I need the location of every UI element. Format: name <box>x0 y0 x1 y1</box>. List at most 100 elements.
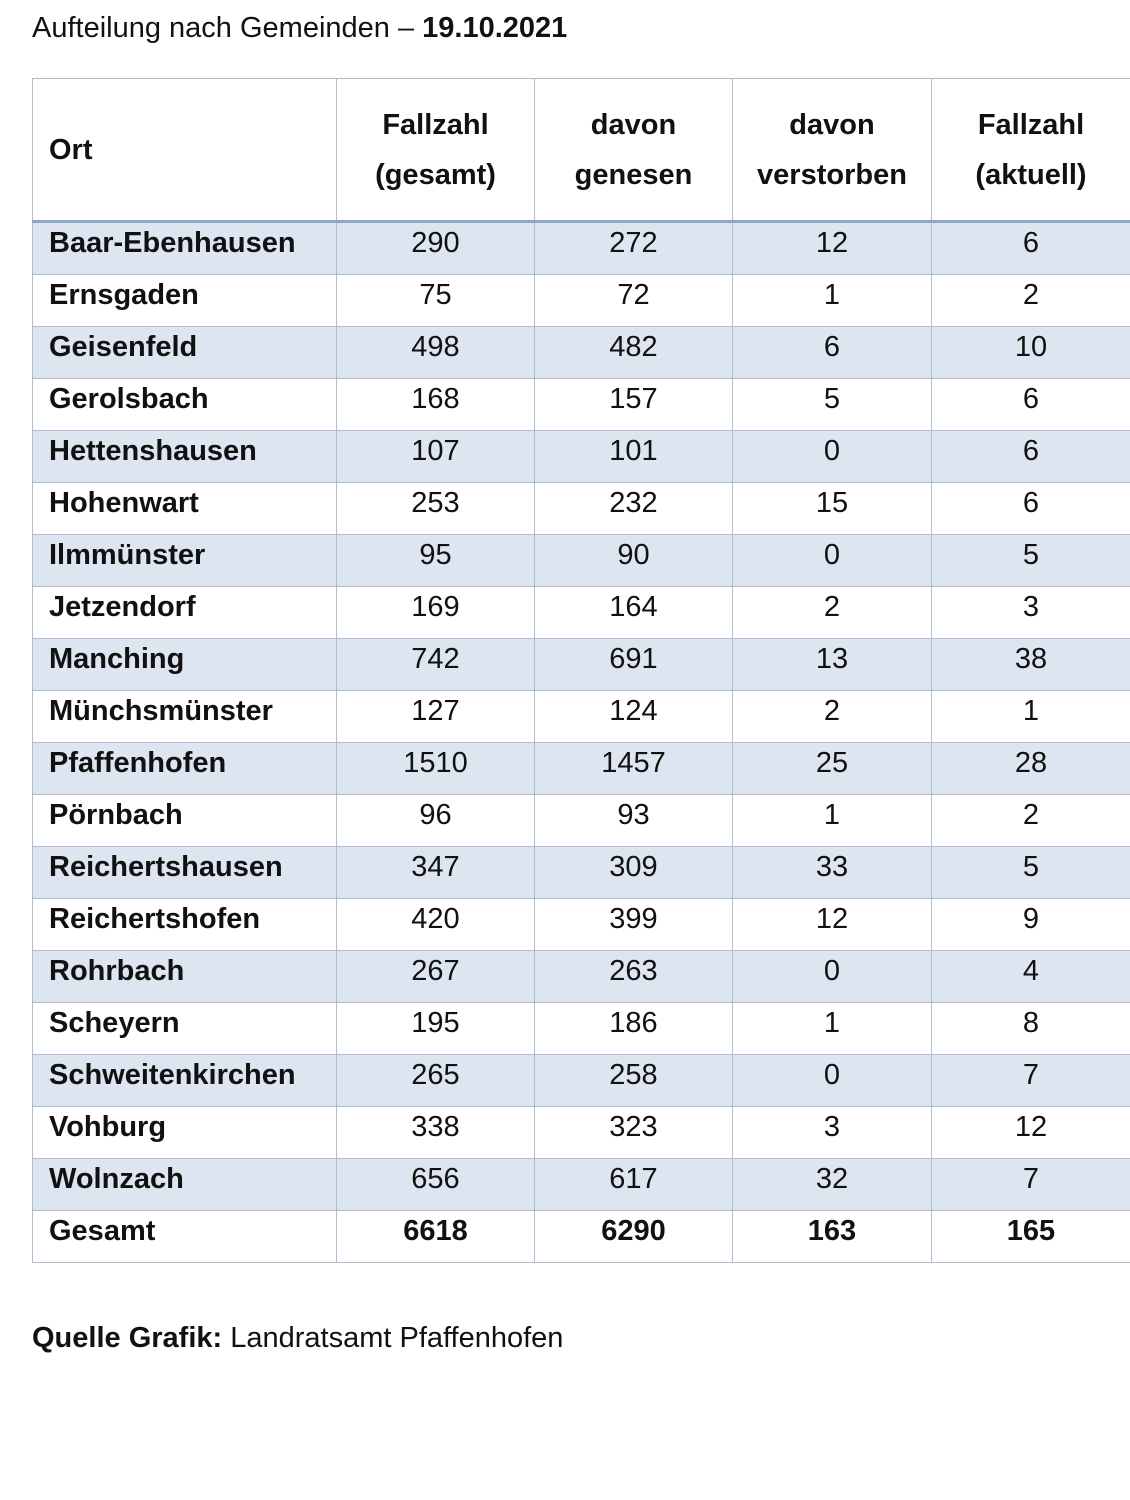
table-row: Ernsgaden 75 72 1 2 <box>32 274 1130 327</box>
cell-genesen: 232 <box>534 482 733 535</box>
cell-verstorben: 12 <box>732 221 932 275</box>
cell-fallzahl-aktuell: 2 <box>931 274 1130 327</box>
table-header-row: Ort Fallzahl (gesamt) davon genesen davon v… <box>32 78 1130 223</box>
cell-fallzahl-gesamt: 168 <box>336 378 535 431</box>
cell-ort: Scheyern <box>32 1002 337 1055</box>
cell-fallzahl-gesamt: 290 <box>336 221 535 275</box>
cell-ort: Manching <box>32 638 337 691</box>
cell-ort: Pörnbach <box>32 794 337 847</box>
cell-fallzahl-aktuell: 2 <box>931 794 1130 847</box>
table-row: Schweitenkirchen 265 258 0 7 <box>32 1054 1130 1107</box>
cell-ort: Reichertshofen <box>32 898 337 951</box>
cell-ort: Baar-Ebenhausen <box>32 221 337 275</box>
cell-verstorben: 13 <box>732 638 932 691</box>
cell-verstorben: 1 <box>732 1002 932 1055</box>
cell-ort: Hohenwart <box>32 482 337 535</box>
source-note: Quelle Grafik: Landratsamt Pfaffenhofen <box>32 1318 563 1358</box>
title-date: 19.10.2021 <box>422 12 568 44</box>
table-row: Hettenshausen 107 101 0 6 <box>32 430 1130 483</box>
cell-verstorben: 163 <box>732 1210 932 1263</box>
cell-genesen: 617 <box>534 1158 733 1211</box>
cell-fallzahl-aktuell: 4 <box>931 950 1130 1003</box>
cell-genesen: 90 <box>534 534 733 587</box>
table-row: Gerolsbach 168 157 5 6 <box>32 378 1130 431</box>
cell-fallzahl-aktuell: 5 <box>931 846 1130 899</box>
table-row: Ilmmünster 95 90 0 5 <box>32 534 1130 587</box>
cell-verstorben: 12 <box>732 898 932 951</box>
header-davon-genesen: davon genesen <box>534 78 733 223</box>
title-text: Aufteilung nach Gemeinden – <box>32 12 423 44</box>
cell-genesen: 691 <box>534 638 733 691</box>
cell-fallzahl-gesamt: 95 <box>336 534 535 587</box>
cell-ort: Geisenfeld <box>32 326 337 379</box>
cell-genesen: 309 <box>534 846 733 899</box>
header-davon-verstorben: davon verstorben <box>732 78 932 223</box>
source-label: Quelle Grafik: <box>32 1322 223 1354</box>
header-ort: Ort <box>32 78 337 223</box>
cell-verstorben: 0 <box>732 950 932 1003</box>
cell-fallzahl-aktuell: 6 <box>931 482 1130 535</box>
cell-fallzahl-gesamt: 169 <box>336 586 535 639</box>
cell-fallzahl-aktuell: 6 <box>931 378 1130 431</box>
cell-ort: Hettenshausen <box>32 430 337 483</box>
source-text: Landratsamt Pfaffenhofen <box>222 1322 564 1354</box>
cell-verstorben: 3 <box>732 1106 932 1159</box>
table-row: Pörnbach 96 93 1 2 <box>32 794 1130 847</box>
table-row: Reichertshofen 420 399 12 9 <box>32 898 1130 951</box>
cell-genesen: 6290 <box>534 1210 733 1263</box>
table-total-row: Gesamt 6618 6290 163 165 <box>32 1210 1130 1263</box>
cell-verstorben: 0 <box>732 430 932 483</box>
cell-genesen: 399 <box>534 898 733 951</box>
cell-fallzahl-aktuell: 1 <box>931 690 1130 743</box>
cell-verstorben: 33 <box>732 846 932 899</box>
cell-fallzahl-aktuell: 9 <box>931 898 1130 951</box>
table-row: Baar-Ebenhausen 290 272 12 6 <box>32 221 1130 275</box>
cell-fallzahl-gesamt: 347 <box>336 846 535 899</box>
cell-verstorben: 5 <box>732 378 932 431</box>
table-row: Hohenwart 253 232 15 6 <box>32 482 1130 535</box>
cell-ort: Ernsgaden <box>32 274 337 327</box>
cell-genesen: 258 <box>534 1054 733 1107</box>
cell-verstorben: 0 <box>732 534 932 587</box>
cell-ort: Gesamt <box>32 1210 337 1263</box>
table-row: Reichertshausen 347 309 33 5 <box>32 846 1130 899</box>
cell-ort: Pfaffenhofen <box>32 742 337 795</box>
cell-fallzahl-aktuell: 3 <box>931 586 1130 639</box>
table-row: Wolnzach 656 617 32 7 <box>32 1158 1130 1211</box>
cell-ort: Münchsmünster <box>32 690 337 743</box>
cell-ort: Vohburg <box>32 1106 337 1159</box>
cell-fallzahl-aktuell: 6 <box>931 430 1130 483</box>
table-row: Vohburg 338 323 3 12 <box>32 1106 1130 1159</box>
table-row: Pfaffenhofen 1510 1457 25 28 <box>32 742 1130 795</box>
cell-fallzahl-gesamt: 96 <box>336 794 535 847</box>
cell-verstorben: 15 <box>732 482 932 535</box>
cell-genesen: 157 <box>534 378 733 431</box>
cell-fallzahl-gesamt: 498 <box>336 326 535 379</box>
cell-genesen: 124 <box>534 690 733 743</box>
cell-fallzahl-gesamt: 267 <box>336 950 535 1003</box>
cell-verstorben: 2 <box>732 690 932 743</box>
cell-fallzahl-gesamt: 195 <box>336 1002 535 1055</box>
cell-ort: Jetzendorf <box>32 586 337 639</box>
cell-verstorben: 2 <box>732 586 932 639</box>
cell-verstorben: 1 <box>732 274 932 327</box>
cell-fallzahl-aktuell: 7 <box>931 1054 1130 1107</box>
cell-fallzahl-aktuell: 38 <box>931 638 1130 691</box>
cell-fallzahl-aktuell: 28 <box>931 742 1130 795</box>
cell-fallzahl-aktuell: 8 <box>931 1002 1130 1055</box>
table-row: Manching 742 691 13 38 <box>32 638 1130 691</box>
cell-fallzahl-gesamt: 107 <box>336 430 535 483</box>
cell-verstorben: 1 <box>732 794 932 847</box>
cell-genesen: 482 <box>534 326 733 379</box>
table-row: Münchsmünster 127 124 2 1 <box>32 690 1130 743</box>
header-fallzahl-gesamt: Fallzahl (gesamt) <box>336 78 535 223</box>
cell-ort: Gerolsbach <box>32 378 337 431</box>
cell-genesen: 164 <box>534 586 733 639</box>
cell-fallzahl-gesamt: 742 <box>336 638 535 691</box>
cell-fallzahl-gesamt: 265 <box>336 1054 535 1107</box>
cell-genesen: 323 <box>534 1106 733 1159</box>
cell-verstorben: 32 <box>732 1158 932 1211</box>
header-fallzahl-aktuell: Fallzahl (aktuell) <box>931 78 1130 223</box>
cell-fallzahl-aktuell: 7 <box>931 1158 1130 1211</box>
cases-table: Ort Fallzahl (gesamt) davon genesen davon v… <box>32 78 1130 1263</box>
